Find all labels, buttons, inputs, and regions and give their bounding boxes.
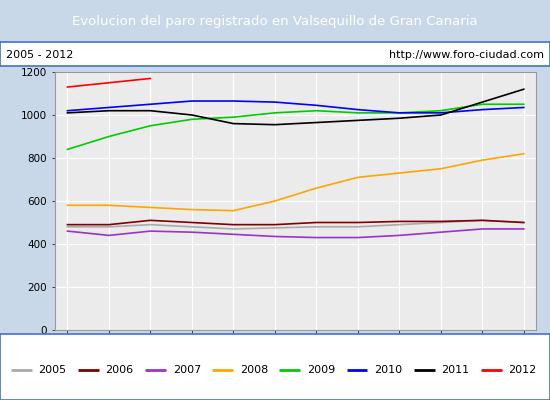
Text: 2005 - 2012: 2005 - 2012 xyxy=(6,50,73,60)
Text: 2011: 2011 xyxy=(441,365,469,375)
Text: 2007: 2007 xyxy=(173,365,201,375)
Text: 2009: 2009 xyxy=(307,365,335,375)
Text: 2006: 2006 xyxy=(106,365,134,375)
Text: 2008: 2008 xyxy=(240,365,268,375)
Text: 2012: 2012 xyxy=(508,365,536,375)
Text: http://www.foro-ciudad.com: http://www.foro-ciudad.com xyxy=(389,50,544,60)
Text: 2005: 2005 xyxy=(39,365,67,375)
Text: 2010: 2010 xyxy=(374,365,402,375)
Text: Evolucion del paro registrado en Valsequillo de Gran Canaria: Evolucion del paro registrado en Valsequ… xyxy=(72,14,478,28)
